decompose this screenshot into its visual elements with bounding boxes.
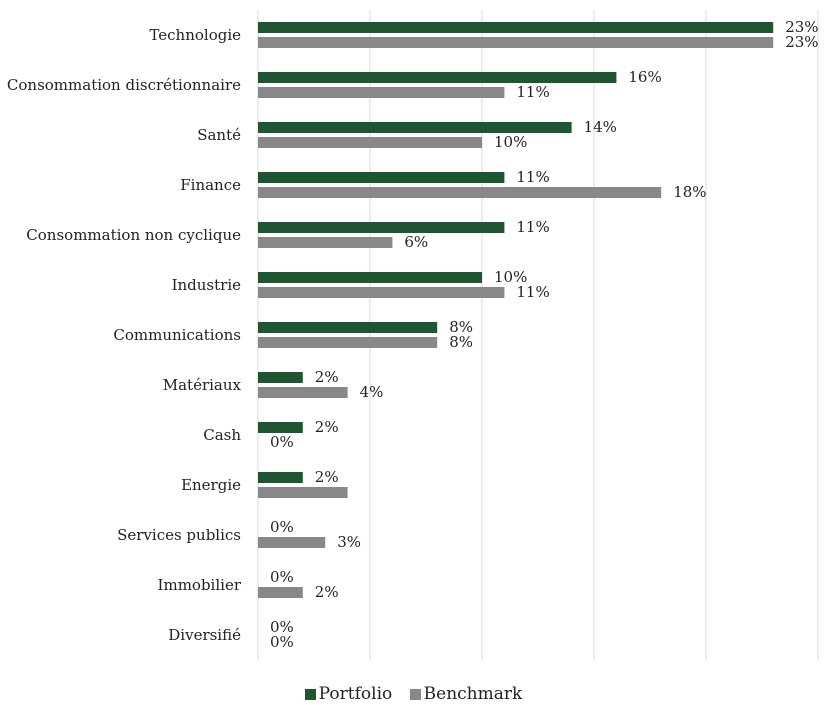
- category-label: Matériaux: [163, 376, 242, 394]
- value-label-portfolio: 23%: [785, 18, 818, 36]
- value-label-portfolio: 14%: [584, 118, 617, 136]
- bar-portfolio: [258, 472, 303, 483]
- bar-benchmark: [258, 537, 326, 548]
- value-label-benchmark: 11%: [516, 283, 549, 301]
- legend-label-benchmark: Benchmark: [423, 684, 523, 704]
- value-label-benchmark: 18%: [673, 183, 706, 201]
- bar-portfolio: [258, 272, 482, 283]
- category-label: Santé: [197, 126, 241, 144]
- category-label: Consommation discrétionnaire: [7, 76, 241, 94]
- bar-benchmark: [258, 487, 348, 498]
- value-label-portfolio: 2%: [315, 418, 339, 436]
- value-label-benchmark: 23%: [785, 33, 818, 51]
- category-label: Energie: [181, 476, 241, 494]
- value-label-portfolio: 0%: [270, 618, 294, 636]
- legend-swatch-portfolio: [304, 688, 316, 700]
- legend-item-benchmark: Benchmark: [409, 684, 523, 704]
- category-label: Communications: [113, 326, 241, 344]
- value-label-portfolio: 8%: [449, 318, 473, 336]
- bar-portfolio: [258, 222, 505, 233]
- value-label-benchmark: 10%: [494, 133, 527, 151]
- value-labels: 23%23%16%11%14%10%11%18%11%6%10%11%8%8%2…: [270, 18, 819, 651]
- legend-item-portfolio: Portfolio: [304, 684, 393, 704]
- value-label-portfolio: 11%: [516, 168, 549, 186]
- category-label: Industrie: [172, 276, 242, 294]
- bar-portfolio: [258, 322, 438, 333]
- category-label: Services publics: [117, 526, 241, 544]
- value-label-portfolio: 2%: [315, 368, 339, 386]
- value-label-benchmark: 6%: [404, 233, 428, 251]
- legend-label-portfolio: Portfolio: [318, 684, 393, 704]
- value-label-benchmark: 4%: [360, 383, 384, 401]
- bar-portfolio: [258, 72, 617, 83]
- bar-benchmark: [258, 387, 348, 398]
- category-label: Immobilier: [158, 576, 242, 594]
- bar-benchmark: [258, 37, 774, 48]
- bar-benchmark: [258, 287, 505, 298]
- category-label: Technologie: [149, 26, 241, 44]
- value-label-portfolio: 16%: [628, 68, 661, 86]
- bar-portfolio: [258, 372, 303, 383]
- category-label: Cash: [203, 426, 241, 444]
- bar-benchmark: [258, 587, 303, 598]
- value-label-portfolio: 0%: [270, 568, 294, 586]
- bar-benchmark: [258, 337, 438, 348]
- value-label-benchmark: 2%: [315, 583, 339, 601]
- value-label-benchmark: 11%: [516, 83, 549, 101]
- bars: [258, 22, 774, 598]
- sector-allocation-chart: Technologie Consommation discrétionnaire S…: [7, 10, 819, 660]
- value-label-portfolio: 0%: [270, 518, 294, 536]
- value-label-benchmark: 0%: [270, 633, 294, 651]
- bar-portfolio: [258, 122, 572, 133]
- legend-swatch-benchmark: [409, 688, 421, 700]
- bar-benchmark: [258, 137, 482, 148]
- bar-portfolio: [258, 422, 303, 433]
- category-label: Diversifié: [168, 626, 241, 644]
- value-label-benchmark: 0%: [270, 433, 294, 451]
- bar-portfolio: [258, 22, 774, 33]
- value-label-benchmark: 3%: [337, 533, 361, 551]
- gridlines: [257, 10, 819, 660]
- legend: Portfolio Benchmark: [0, 684, 827, 705]
- category-labels: Technologie Consommation discrétionnaire S…: [7, 26, 242, 644]
- bar-portfolio: [258, 172, 505, 183]
- value-label-portfolio: 11%: [516, 218, 549, 236]
- category-label: Consommation non cyclique: [26, 226, 241, 244]
- bar-benchmark: [258, 237, 393, 248]
- value-label-portfolio: 10%: [494, 268, 527, 286]
- bar-benchmark: [258, 187, 662, 198]
- bar-benchmark: [258, 87, 505, 98]
- value-label-benchmark: 8%: [449, 333, 473, 351]
- value-label-portfolio: 2%: [315, 468, 339, 486]
- category-label: Finance: [180, 176, 241, 194]
